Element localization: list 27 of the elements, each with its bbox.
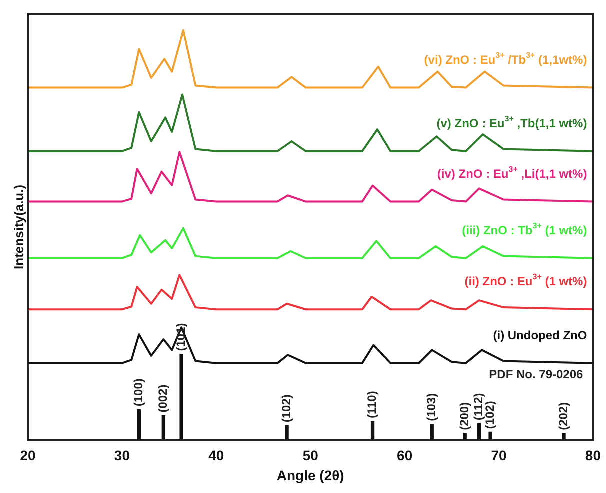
bar: [162, 415, 166, 440]
x-tick-label: 60: [397, 448, 413, 464]
x-tick-label: 80: [585, 448, 602, 464]
bar: [137, 409, 141, 440]
annotation: PDF No. 79-0206: [489, 368, 584, 382]
bar: [562, 433, 566, 440]
annotation: (100): [131, 378, 146, 407]
annotation: (002): [156, 384, 170, 413]
bar: [488, 432, 492, 440]
x-tick-label: 40: [208, 448, 224, 464]
y-axis-title: Intensity(a.u.): [12, 184, 27, 270]
annotation: (102): [279, 394, 294, 423]
x-tick-label: 20: [20, 448, 36, 464]
x-tick-label: 70: [491, 448, 508, 464]
x-tick-label: 50: [302, 448, 319, 464]
annotation: (202): [556, 402, 570, 430]
bar: [370, 421, 375, 440]
x-tick-label: 30: [114, 448, 130, 464]
annotation: (112): [472, 393, 486, 421]
x-axis-title: Angle (2θ): [276, 467, 344, 484]
annotation: (103): [424, 393, 438, 422]
series-label: (i) Undoped ZnO: [493, 328, 588, 342]
bar: [285, 425, 289, 440]
bar: [180, 354, 184, 440]
annotation: (110): [365, 391, 380, 419]
annotation: (200): [457, 402, 472, 430]
bar: [430, 424, 434, 440]
